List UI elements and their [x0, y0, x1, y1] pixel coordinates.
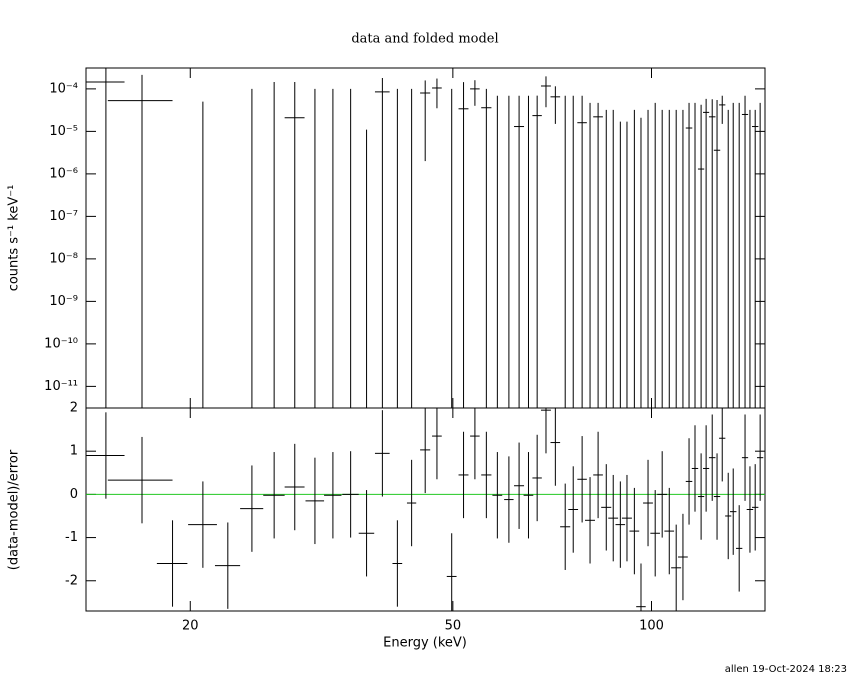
chart-title: data and folded model	[351, 32, 498, 47]
y-tick-label: -2	[65, 573, 78, 588]
x-tick-label: 50	[445, 619, 462, 634]
y-tick-label: 10⁻⁵	[49, 124, 78, 139]
y-axis-label: counts s⁻¹ keV⁻¹	[7, 185, 22, 292]
y-tick-label: 10⁻¹¹	[44, 379, 78, 394]
y-tick-label: -1	[65, 530, 78, 545]
y-tick-label: 10⁻⁹	[49, 294, 78, 309]
y-tick-label: 2	[70, 401, 78, 416]
y-tick-label: 10⁻⁴	[49, 81, 78, 96]
y-axis-label: (data-model)/error	[7, 449, 22, 570]
y-tick-label: 1	[70, 444, 78, 459]
y-tick-label: 10⁻⁸	[49, 251, 78, 266]
plot-area	[86, 408, 765, 611]
x-axis-label: Energy (keV)	[383, 636, 467, 651]
footer: allen 19-Oct-2024 18:23	[725, 664, 847, 675]
plot-area	[86, 68, 761, 408]
x-tick-label: 100	[639, 619, 664, 634]
y-tick-label: 0	[70, 487, 78, 502]
y-tick-label: 10⁻¹⁰	[44, 336, 78, 351]
x-tick-label: 20	[182, 619, 199, 634]
y-tick-label: 10⁻⁶	[49, 166, 78, 181]
y-tick-label: 10⁻⁷	[49, 209, 78, 224]
